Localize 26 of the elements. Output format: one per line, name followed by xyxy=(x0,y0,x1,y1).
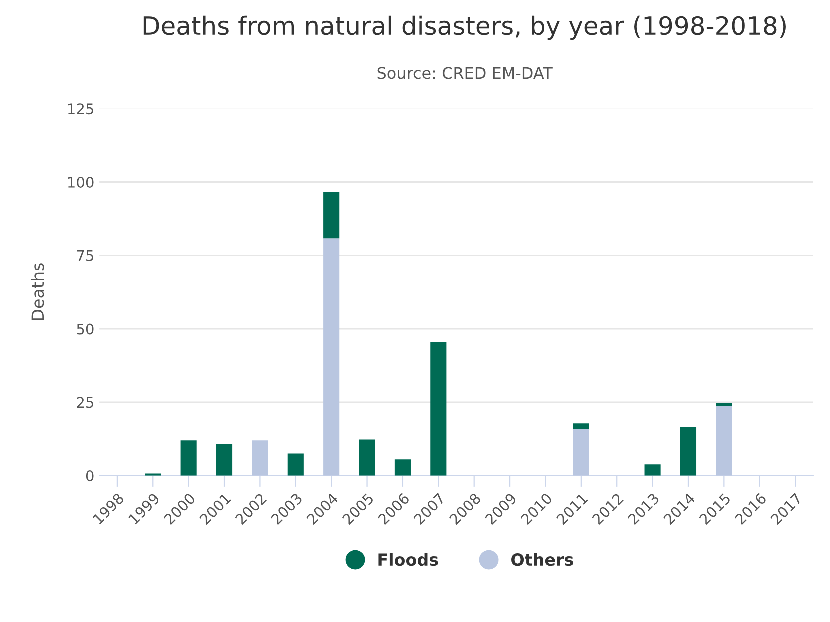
bar xyxy=(359,440,376,476)
chart-subtitle: Source: CRED EM-DAT xyxy=(378,67,553,80)
bar xyxy=(180,440,197,476)
y-tick-label: 0 xyxy=(86,470,94,482)
bar xyxy=(252,440,268,476)
y-tick-label: 125 xyxy=(68,104,94,115)
bar xyxy=(288,454,304,476)
bar xyxy=(644,464,661,476)
bar xyxy=(716,403,732,406)
bar xyxy=(394,460,411,476)
bar xyxy=(680,427,697,476)
bar xyxy=(324,192,340,239)
y-axis-title: Deaths xyxy=(31,264,44,320)
bar xyxy=(573,429,590,476)
chart-title: Deaths from natural disasters, by year (1998-2018) xyxy=(144,16,786,40)
bar xyxy=(430,342,447,476)
bar xyxy=(716,406,732,476)
y-tick-label: 75 xyxy=(77,250,94,262)
legend-label: Floods xyxy=(378,553,438,566)
y-tick-label: 50 xyxy=(77,324,94,335)
bar xyxy=(573,424,590,430)
y-tick-label: 25 xyxy=(77,397,94,408)
legend-label: Others xyxy=(512,553,574,566)
bar xyxy=(216,444,233,476)
bar xyxy=(324,238,340,476)
y-tick-label: 100 xyxy=(68,176,94,188)
